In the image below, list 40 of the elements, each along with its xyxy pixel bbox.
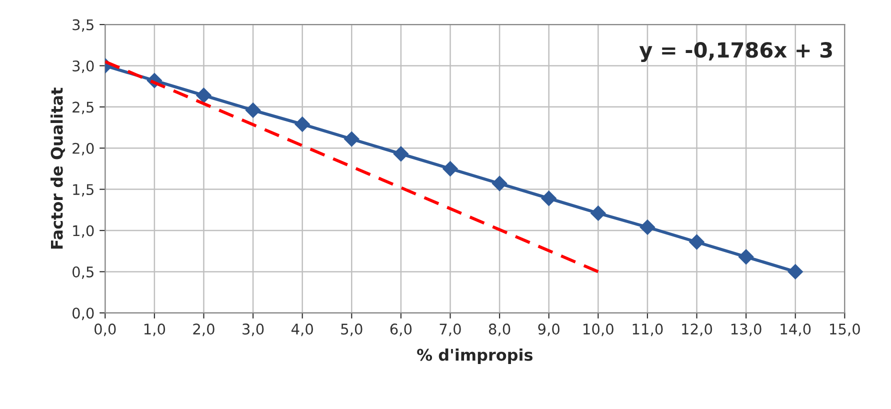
point [788,264,803,280]
y-axis-title: Factor de Qualitat [50,88,65,249]
y-tick-label: 2,5 [72,102,94,114]
x-tick-label: 5,0 [341,324,362,336]
x-tick-label: 12,0 [682,324,712,336]
y-tick-label: 0,5 [72,266,94,279]
y-tick-label: 1,0 [73,225,94,238]
x-tick-label: 14,0 [780,324,811,336]
point [442,161,458,176]
point [196,88,212,103]
x-tick-label: 9,0 [538,324,560,336]
point [738,249,754,264]
y-tick-label: 2,0 [72,142,94,156]
x-tick-label: 1,0 [144,324,166,336]
x-tick-label: 7,0 [440,324,461,336]
annotation: y = -0,1786x + 3 [639,42,832,62]
y-tick-label: 1,5 [73,184,94,197]
point [541,190,556,206]
x-axis-title: % d'impropis [417,348,532,364]
point [393,146,409,162]
x-tick-label: 15,0 [830,324,860,336]
x-tick-label: 3,0 [242,324,264,336]
x-tick-label: 2,0 [193,324,214,336]
point [294,116,310,132]
point [590,206,606,221]
y-tick-label: 3,5 [72,19,94,32]
x-tick-label: 8,0 [488,324,510,336]
y-tick-label: 0,0 [72,308,94,320]
point [492,176,508,192]
x-tick-label: 13,0 [731,324,762,336]
x-tick-label: 11,0 [632,324,663,336]
point [344,131,360,147]
point [689,234,704,250]
x-tick-label: 4,0 [291,324,313,336]
x-tick-label: 6,0 [390,324,412,336]
point [245,102,261,118]
x-tick-label: 10,0 [584,324,614,336]
point [640,220,656,235]
y-tick-label: 3,0 [72,60,94,73]
x-tick-label: 0,0 [94,324,116,336]
